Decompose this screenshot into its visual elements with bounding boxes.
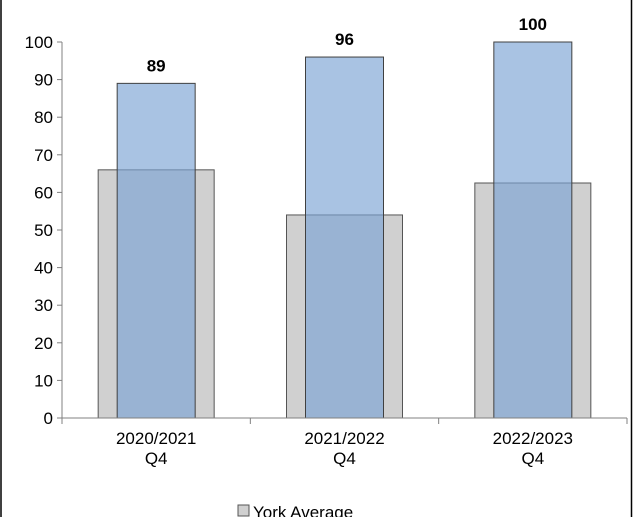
- y-tick-label: 30: [34, 296, 53, 315]
- y-tick-label: 20: [34, 334, 53, 353]
- x-tick-label-3: 2022/2023 Q4: [493, 429, 573, 468]
- y-tick-label: 60: [34, 183, 53, 202]
- x-tick-label-2: 2021/2022 Q4: [304, 429, 384, 468]
- data-label-3: 100: [519, 15, 547, 34]
- y-tick-label: 90: [34, 71, 53, 90]
- data-label-2: 96: [335, 30, 354, 49]
- y-tick-label: 0: [44, 409, 53, 428]
- x-tick-label-line: 2022/2023: [493, 429, 573, 448]
- bar-score-3: [493, 41, 573, 419]
- bar-score-2: [305, 56, 384, 419]
- y-tick-label: 80: [34, 108, 53, 127]
- y-tick-label: 10: [34, 371, 53, 390]
- x-tick-label-1: 2020/2021 Q4: [116, 429, 196, 468]
- y-tick-label: 100: [25, 33, 53, 52]
- legend-label-york-average: York Average: [253, 503, 353, 517]
- y-tick-label: 40: [34, 259, 53, 278]
- x-tick-label-line: Q4: [521, 449, 544, 468]
- y-tick-label: 70: [34, 146, 53, 165]
- x-tick-label-line: Q4: [145, 449, 168, 468]
- x-tick-label-line: Q4: [333, 449, 356, 468]
- x-tick-label-line: 2020/2021: [116, 429, 196, 448]
- data-label-1: 89: [147, 56, 166, 75]
- y-tick-label: 50: [34, 221, 53, 240]
- legend-swatch-york-average: [237, 504, 250, 517]
- x-tick-label-line: 2021/2022: [304, 429, 384, 448]
- bar-score-1: [116, 82, 196, 419]
